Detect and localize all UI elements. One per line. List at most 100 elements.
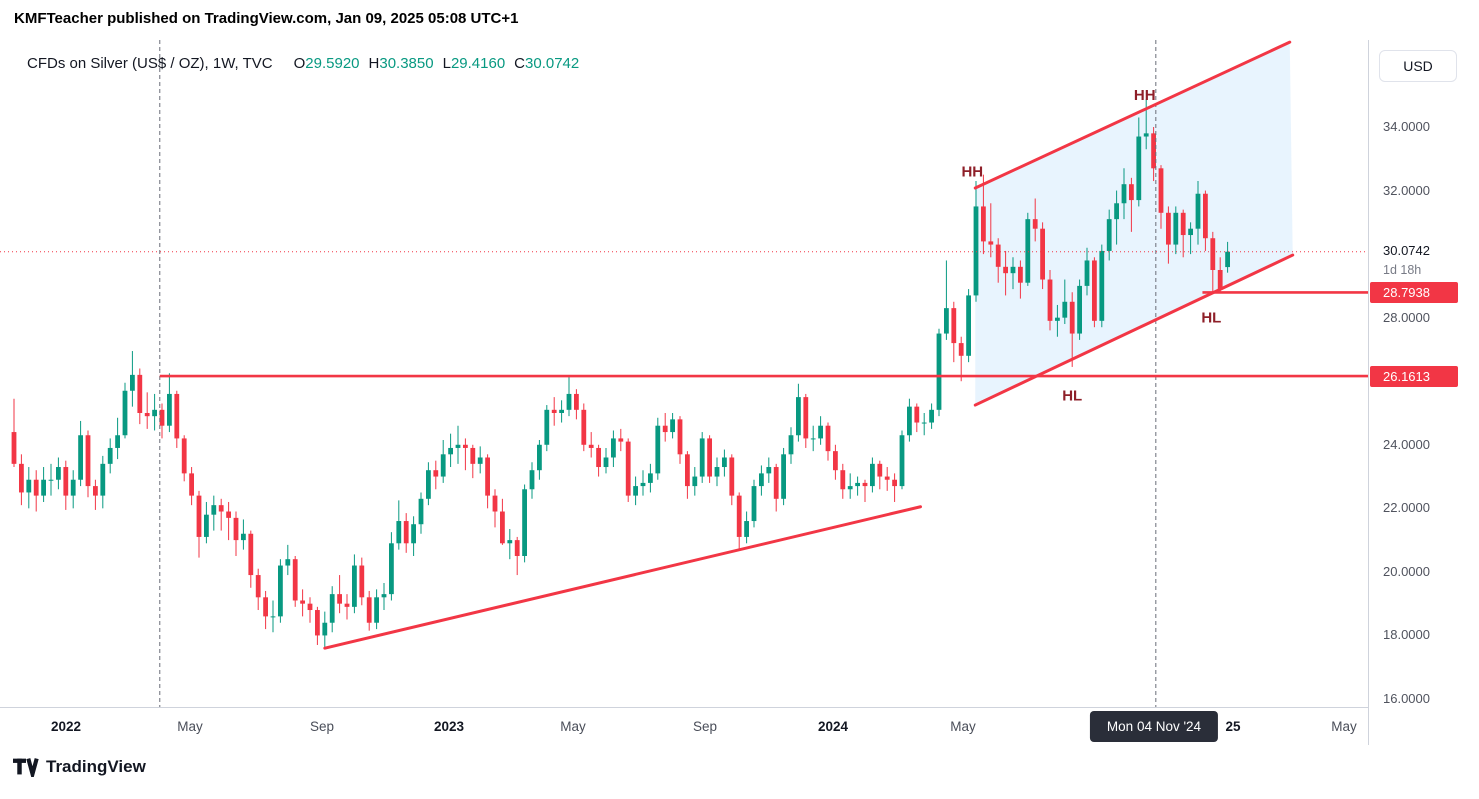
- price-axis[interactable]: USD 34.0000 32.0000 28.0000 24.0000 22.0000 2…: [1368, 40, 1479, 745]
- symbol-title[interactable]: CFDs on Silver (US$ / OZ), 1W, TVC: [27, 55, 273, 72]
- candle-body: [1180, 212, 1186, 236]
- price-tick-label: 22.0000: [1383, 500, 1430, 516]
- candle-body: [1106, 219, 1112, 251]
- candle-body: [448, 447, 453, 455]
- candle-body: [107, 447, 113, 464]
- candle-body: [951, 308, 957, 344]
- candle-body: [981, 206, 986, 242]
- candle-body: [914, 406, 920, 423]
- candle-body: [625, 441, 631, 496]
- candle-body: [426, 470, 431, 499]
- time-axis-label[interactable]: May: [177, 719, 203, 734]
- candle-body: [825, 425, 831, 452]
- time-axis-label[interactable]: 2022: [50, 719, 82, 734]
- candle-body: [56, 467, 61, 480]
- channel-upper-line[interactable]: [973, 40, 1292, 190]
- candle-body: [870, 463, 875, 487]
- candle-body: [633, 486, 638, 496]
- time-axis-label[interactable]: May: [950, 719, 976, 734]
- candle-body: [440, 454, 446, 477]
- candle-body: [263, 597, 268, 617]
- price-tick-label: 18.0000: [1383, 627, 1430, 643]
- candlestick-chart[interactable]: HH HH HL HL: [0, 40, 1368, 707]
- candle-body: [285, 559, 291, 566]
- candle-body: [773, 467, 779, 499]
- candle-body: [115, 435, 120, 448]
- time-axis-label[interactable]: Sep: [309, 719, 335, 734]
- time-axis-label[interactable]: 25: [1225, 719, 1241, 734]
- swing-label[interactable]: HH: [961, 163, 983, 180]
- candle-body: [167, 393, 172, 426]
- candle-body: [278, 565, 283, 617]
- candle-body: [411, 524, 416, 544]
- price-alert-badge[interactable]: 26.1613: [1370, 365, 1458, 387]
- candle-body: [692, 476, 698, 487]
- candle-body: [1099, 250, 1105, 321]
- candle-body: [1217, 270, 1223, 290]
- candle-body: [1018, 266, 1023, 283]
- candle-body: [270, 616, 276, 618]
- time-axis-label[interactable]: 2023: [433, 719, 465, 734]
- chart-canvas[interactable]: HH HH HL HL: [0, 40, 1368, 707]
- symbol-legend[interactable]: CFDs on Silver (US$ / OZ), 1W, TVC O29.5…: [27, 55, 579, 72]
- candle-body: [1092, 260, 1097, 321]
- candle-body: [655, 425, 661, 474]
- structure-labels[interactable]: HH HH HL HL: [961, 87, 1221, 404]
- candle-body: [1003, 266, 1008, 274]
- candle-body: [329, 594, 335, 623]
- candle-body: [988, 241, 994, 245]
- currency-button[interactable]: USD: [1379, 50, 1457, 82]
- candle-body: [174, 393, 180, 439]
- candle-body: [1225, 251, 1230, 268]
- candle-body: [707, 438, 712, 477]
- current-price-label: 30.0742: [1383, 242, 1430, 258]
- candle-body: [722, 457, 727, 468]
- candle-body: [181, 438, 187, 474]
- candle-body: [204, 514, 209, 537]
- candle-body: [211, 505, 217, 515]
- candle-body: [352, 565, 357, 607]
- candle-body: [921, 422, 927, 424]
- candle-body: [196, 495, 202, 537]
- price-tick-label: 32.0000: [1383, 182, 1430, 198]
- channel-lower-line[interactable]: [973, 253, 1295, 407]
- time-axis-label[interactable]: May: [1331, 719, 1357, 734]
- candle-body: [766, 467, 772, 474]
- candle-body: [1084, 260, 1090, 286]
- swing-label[interactable]: HL: [1062, 388, 1082, 405]
- candle-body: [907, 406, 912, 436]
- candle-body: [33, 479, 39, 496]
- candle-body: [670, 419, 675, 433]
- candle-body: [566, 393, 572, 410]
- time-axis-label[interactable]: Sep: [692, 719, 718, 734]
- candle-body: [477, 457, 483, 464]
- candle-body: [588, 444, 594, 448]
- trendline[interactable]: [323, 505, 922, 650]
- candle-body: [1025, 219, 1031, 283]
- ohlc-high: H30.3850: [368, 55, 434, 72]
- time-axis-label[interactable]: May: [560, 719, 586, 734]
- candle-body: [551, 409, 557, 414]
- candle-body: [322, 622, 328, 636]
- candle-body: [137, 374, 143, 414]
- time-axis[interactable]: 2022 May Sep 2023 May Sep 2024 May 25 May Mon 04 N…: [0, 707, 1368, 746]
- candle-body: [159, 409, 165, 426]
- swing-label[interactable]: HH: [1134, 87, 1156, 104]
- candle-body: [514, 540, 520, 557]
- candle-body: [936, 333, 942, 410]
- candle-body: [19, 463, 24, 493]
- candle-body: [1151, 133, 1156, 169]
- time-axis-label[interactable]: 2024: [817, 719, 849, 734]
- candle-body: [581, 409, 587, 445]
- price-alert-badge[interactable]: 28.7938: [1370, 281, 1458, 303]
- candle-body: [48, 479, 54, 481]
- candle-body: [485, 457, 490, 496]
- candle-body: [855, 482, 860, 487]
- drawing-lines[interactable]: [159, 40, 1368, 650]
- candle-body: [492, 495, 498, 512]
- tradingview-branding[interactable]: TradingView: [13, 757, 146, 777]
- candle-body: [1032, 219, 1038, 229]
- candle-body: [403, 521, 409, 544]
- swing-label[interactable]: HL: [1201, 310, 1221, 327]
- candle-body: [396, 521, 402, 544]
